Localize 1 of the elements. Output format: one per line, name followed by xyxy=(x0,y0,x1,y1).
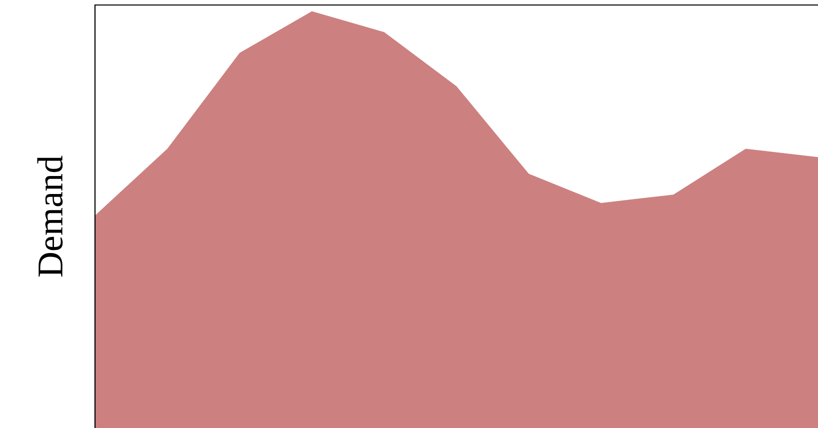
y-axis-title: Demand xyxy=(37,156,63,277)
